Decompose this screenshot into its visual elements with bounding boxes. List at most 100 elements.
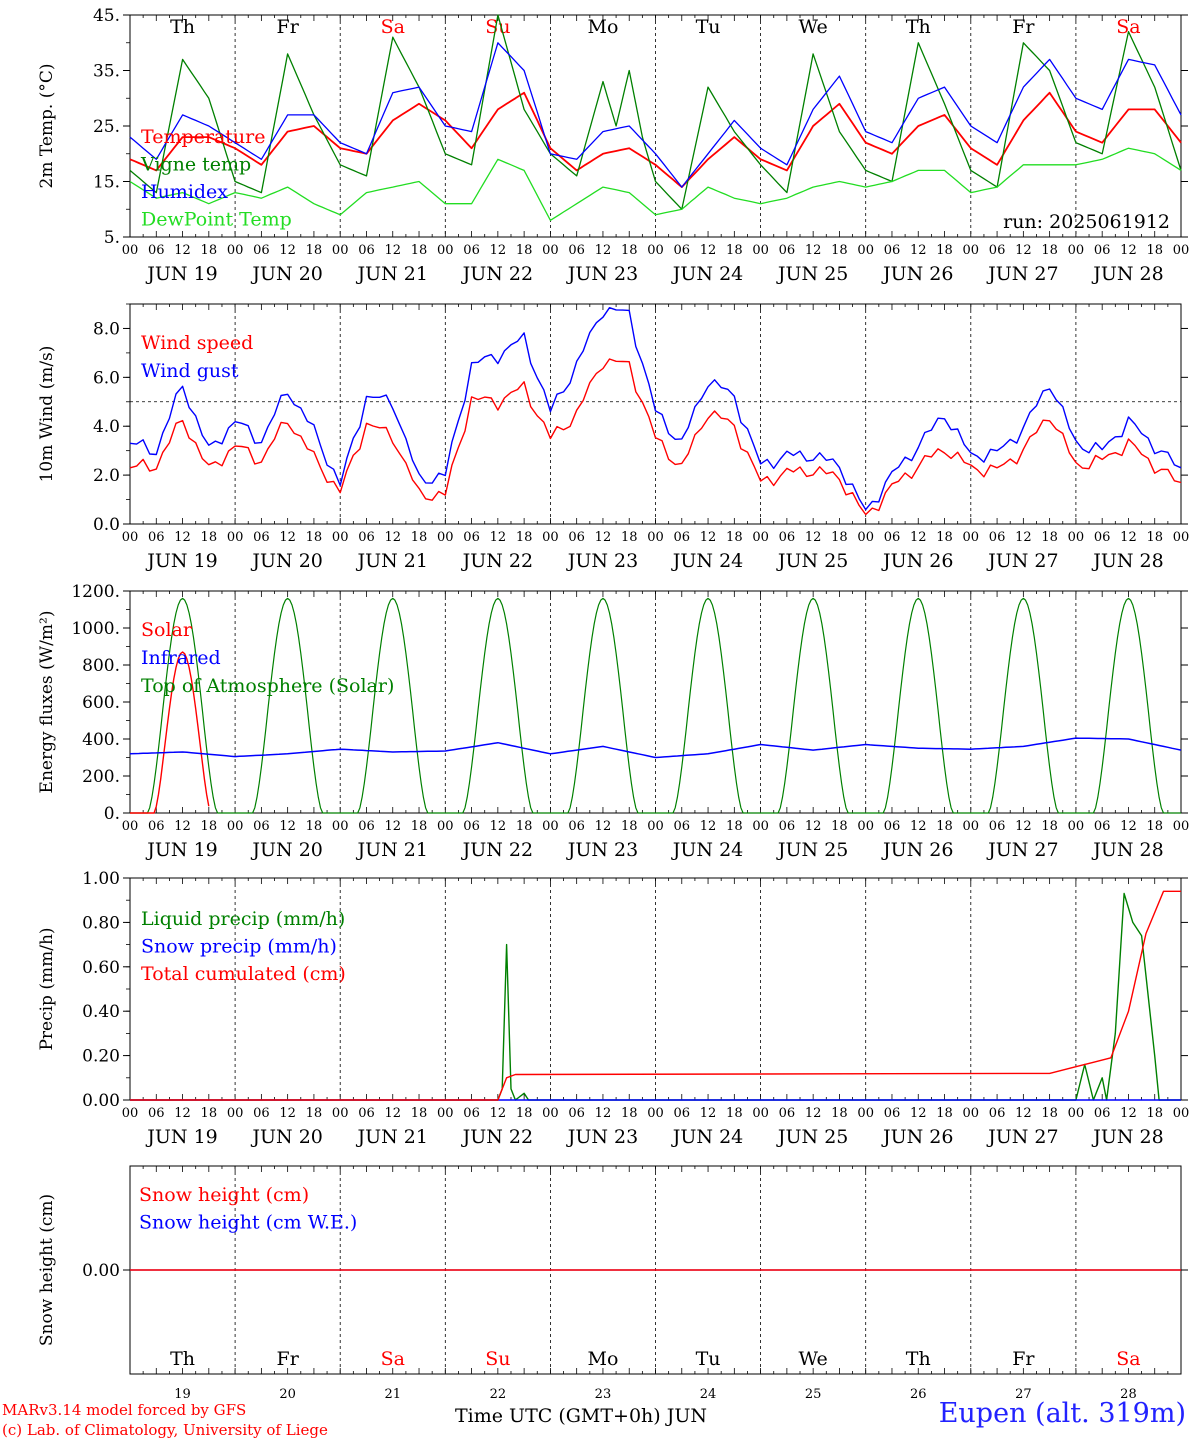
credit-line-1: MARv3.14 model forced by GFS bbox=[2, 1401, 247, 1419]
day-name-label: Tu bbox=[696, 16, 721, 38]
y-tick-label: 15. bbox=[93, 173, 120, 193]
hour-tick-label: 00 bbox=[122, 530, 139, 545]
y-tick-label: 6.0 bbox=[93, 368, 120, 388]
hour-tick-label: 18 bbox=[831, 243, 848, 258]
y-tick-label: 200. bbox=[82, 767, 120, 787]
hour-tick-label: 00 bbox=[437, 530, 454, 545]
date-label: JUN 20 bbox=[250, 263, 322, 285]
hour-tick-label: 12 bbox=[279, 530, 296, 545]
date-label: JUN 25 bbox=[776, 550, 848, 572]
hour-tick-label: 12 bbox=[174, 1106, 191, 1121]
hour-tick-label: 06 bbox=[674, 243, 691, 258]
hour-tick-label: 12 bbox=[279, 243, 296, 258]
day-name-label: Sa bbox=[381, 1348, 405, 1370]
legend-humidex: Humidex bbox=[141, 181, 228, 203]
date-label: JUN 24 bbox=[671, 263, 743, 285]
hour-tick-label: 00 bbox=[1068, 1106, 1085, 1121]
hour-tick-label: 06 bbox=[463, 530, 480, 545]
date-label: JUN 19 bbox=[145, 550, 217, 572]
date-label: JUN 26 bbox=[881, 1126, 953, 1148]
hour-tick-label: 18 bbox=[1041, 819, 1058, 834]
day-name-label: Mo bbox=[587, 16, 618, 38]
y-axis-label: Energy fluxes (W/m²) bbox=[37, 611, 57, 794]
y-tick-label: 35. bbox=[93, 62, 120, 82]
legend-wind-gust: Wind gust bbox=[141, 360, 239, 382]
hour-tick-label: 06 bbox=[463, 819, 480, 834]
hour-tick-label: 12 bbox=[1120, 243, 1137, 258]
y-tick-label: 0.20 bbox=[82, 1047, 120, 1067]
hour-tick-label: 12 bbox=[384, 1106, 401, 1121]
legend-vigne-temp: Vigne temp bbox=[140, 154, 251, 176]
hour-tick-label: 12 bbox=[384, 530, 401, 545]
hour-tick-label: 00 bbox=[542, 1106, 559, 1121]
hour-tick-label: 00 bbox=[1068, 819, 1085, 834]
y-tick-label: 45. bbox=[93, 6, 120, 26]
hour-tick-label: 00 bbox=[332, 530, 349, 545]
y-tick-label: 1.00 bbox=[82, 869, 120, 889]
series-line-temperature bbox=[129, 91, 1182, 189]
date-label: JUN 20 bbox=[250, 839, 322, 861]
hour-tick-label: 06 bbox=[358, 530, 375, 545]
hour-tick-label: 06 bbox=[674, 819, 691, 834]
date-label: JUN 22 bbox=[461, 550, 533, 572]
hour-tick-label: 12 bbox=[1120, 1106, 1137, 1121]
hour-tick-label: 06 bbox=[989, 243, 1006, 258]
hour-tick-label: 12 bbox=[174, 819, 191, 834]
hour-tick-label: 18 bbox=[411, 243, 428, 258]
date-label: JUN 27 bbox=[986, 550, 1058, 572]
date-label: JUN 28 bbox=[1091, 550, 1163, 572]
hour-tick-label: 06 bbox=[568, 819, 585, 834]
hour-tick-label: 00 bbox=[1068, 243, 1085, 258]
hour-tick-label: 00 bbox=[647, 1106, 664, 1121]
hour-tick-label: 12 bbox=[384, 819, 401, 834]
day-number-label: 26 bbox=[910, 1387, 927, 1402]
station-name: Eupen (alt. 319m) bbox=[938, 1398, 1186, 1429]
hour-tick-label: 00 bbox=[647, 819, 664, 834]
hour-tick-label: 00 bbox=[963, 530, 980, 545]
day-number-label: 27 bbox=[1015, 1387, 1032, 1402]
hour-tick-label: 18 bbox=[621, 530, 638, 545]
hour-tick-label: 12 bbox=[910, 819, 927, 834]
date-label: JUN 26 bbox=[881, 839, 953, 861]
date-label: JUN 23 bbox=[566, 1126, 638, 1148]
y-tick-label: 0.0 bbox=[93, 515, 120, 535]
hour-tick-label: 12 bbox=[595, 243, 612, 258]
hour-tick-label: 18 bbox=[411, 819, 428, 834]
day-name-label: Fr bbox=[277, 1348, 300, 1370]
y-axis-label: Snow height (cm) bbox=[37, 1194, 57, 1346]
hour-tick-label: 00 bbox=[332, 243, 349, 258]
hour-tick-label: 06 bbox=[1094, 530, 1111, 545]
hour-tick-label: 00 bbox=[437, 1106, 454, 1121]
day-name-label: Sa bbox=[1116, 16, 1140, 38]
series-line-total-cumulated-cm- bbox=[130, 890, 1181, 1101]
date-label: JUN 25 bbox=[776, 1126, 848, 1148]
hour-tick-label: 00 bbox=[963, 819, 980, 834]
legend-snow-precip-mm-h: Snow precip (mm/h) bbox=[141, 936, 337, 958]
y-tick-label: 4.0 bbox=[93, 417, 120, 437]
hour-tick-label: 12 bbox=[279, 1106, 296, 1121]
date-label: JUN 20 bbox=[250, 550, 322, 572]
hour-tick-label: 12 bbox=[910, 530, 927, 545]
y-tick-label: 2.0 bbox=[93, 466, 120, 486]
hour-tick-label: 12 bbox=[174, 530, 191, 545]
hour-tick-label: 18 bbox=[726, 530, 743, 545]
x-axis-title: Time UTC (GMT+0h) JUN bbox=[455, 1405, 707, 1427]
legend-dewpoint-temp: DewPoint Temp bbox=[141, 209, 292, 231]
credit-line-2: (c) Lab. of Climatology, University of L… bbox=[2, 1421, 328, 1439]
day-name-label: Su bbox=[485, 1348, 510, 1370]
hour-tick-label: 06 bbox=[674, 530, 691, 545]
hour-tick-label: 06 bbox=[884, 530, 901, 545]
hour-tick-label: 12 bbox=[490, 819, 507, 834]
hour-tick-label: 06 bbox=[884, 243, 901, 258]
hour-tick-label: 18 bbox=[621, 819, 638, 834]
date-label: JUN 27 bbox=[986, 263, 1058, 285]
hour-tick-label: 12 bbox=[174, 243, 191, 258]
hour-tick-label: 06 bbox=[1094, 819, 1111, 834]
hour-tick-label: 00 bbox=[227, 819, 244, 834]
hour-tick-label: 12 bbox=[595, 530, 612, 545]
day-number-label: 22 bbox=[490, 1387, 507, 1402]
hour-tick-label: 06 bbox=[989, 530, 1006, 545]
hour-tick-label: 12 bbox=[1120, 530, 1137, 545]
y-tick-label: 0.40 bbox=[82, 1002, 120, 1022]
